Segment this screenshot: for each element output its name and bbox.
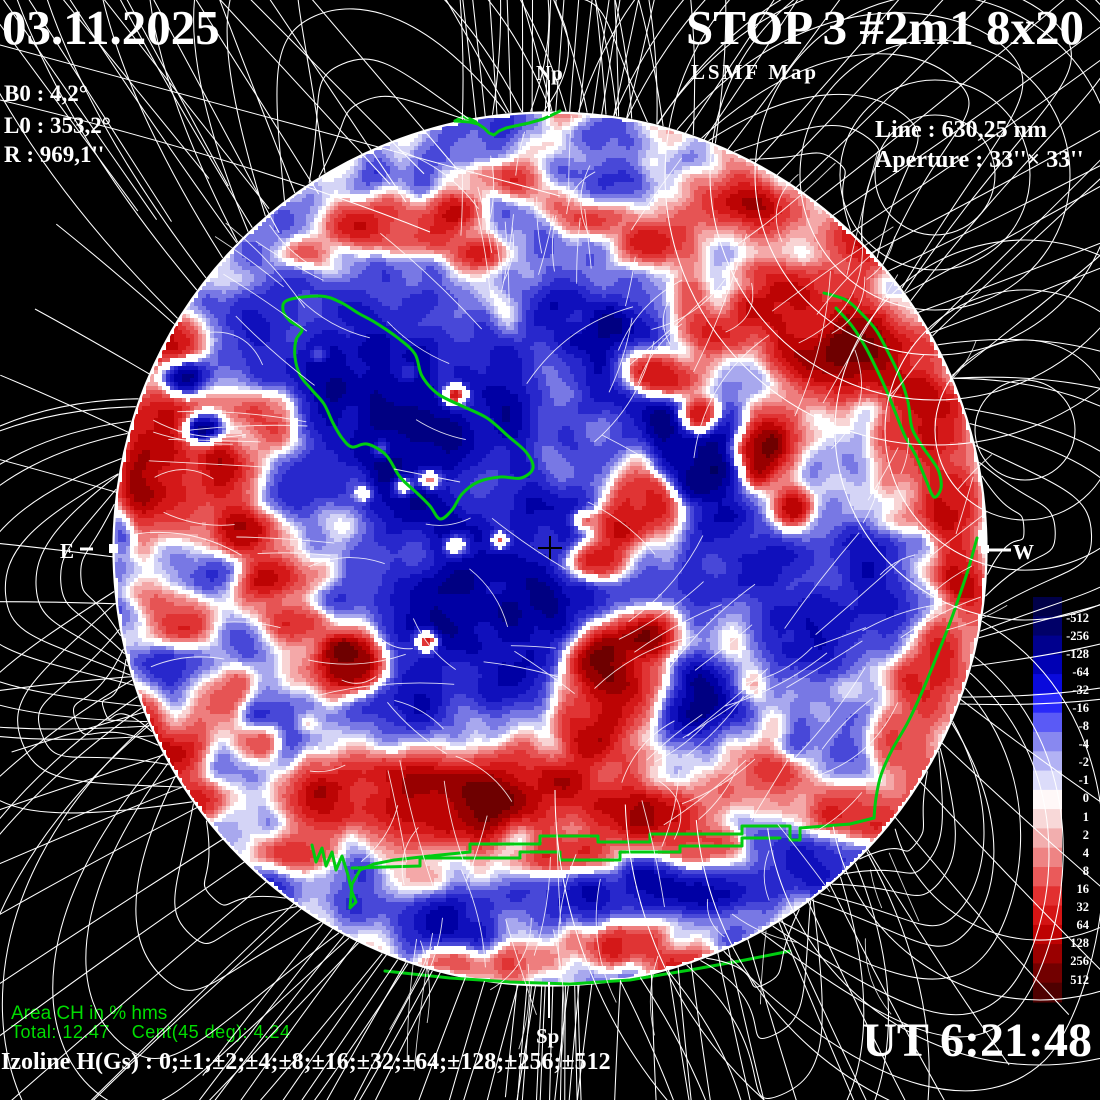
svg-text:4: 4 [1083, 846, 1090, 860]
svg-text:128: 128 [1070, 936, 1089, 950]
svg-text:8: 8 [1083, 864, 1089, 878]
svg-text:-64: -64 [1072, 665, 1089, 679]
svg-text:1: 1 [1083, 810, 1089, 824]
svg-text:0: 0 [1083, 791, 1089, 805]
svg-text:Izoline H(Gs) : 0;±1;±2;±4;±8;: Izoline H(Gs) : 0;±1;±2;±4;±8;±16;±32;±6… [1, 1049, 611, 1075]
svg-text:Total: 12.47 Cent(45 deg):: Total: 12.47 Cent(45 deg): 4.24 [11, 1022, 290, 1042]
svg-text:L0 : 353,2°: L0 : 353,2° [4, 113, 111, 138]
svg-text:LSMF Map: LSMF Map [691, 60, 816, 84]
svg-text:64: 64 [1077, 918, 1090, 932]
svg-text:UT 6:21:48: UT 6:21:48 [862, 1014, 1092, 1067]
svg-text:-2: -2 [1079, 755, 1089, 769]
svg-text:-32: -32 [1072, 683, 1089, 697]
svg-text:-1: -1 [1079, 773, 1089, 787]
svg-text:R : 969,1'': R : 969,1'' [4, 142, 104, 167]
svg-text:W: W [1013, 540, 1034, 564]
svg-text:Sp: Sp [536, 1024, 559, 1048]
svg-text:-4: -4 [1079, 737, 1090, 751]
svg-text:-8: -8 [1079, 719, 1089, 733]
svg-text:STOP 3 #2m1 8x20: STOP 3 #2m1 8x20 [686, 0, 1084, 55]
svg-text:-16: -16 [1072, 701, 1089, 715]
svg-text:256: 256 [1070, 954, 1089, 968]
svg-text:16: 16 [1077, 882, 1090, 896]
svg-text:32: 32 [1077, 900, 1090, 914]
svg-text:2: 2 [1083, 828, 1089, 842]
svg-text:Area CH in % hms: Area CH in % hms [11, 1003, 167, 1024]
svg-text:-256: -256 [1066, 629, 1089, 643]
